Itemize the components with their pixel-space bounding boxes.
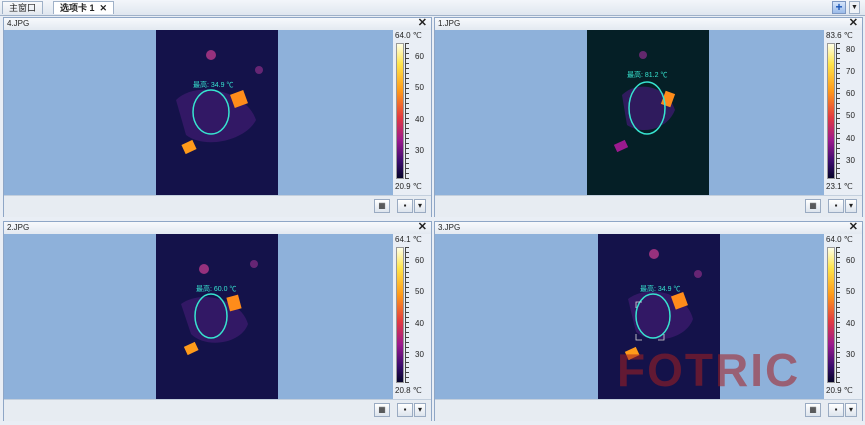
tab-option-1[interactable]: 选项卡 1 ✕ xyxy=(53,1,115,14)
max-temp-label: 最高: 34.9 ℃ xyxy=(193,80,233,89)
color-bar xyxy=(827,247,835,383)
scale-ticks xyxy=(405,247,411,383)
close-icon[interactable]: ✕ xyxy=(848,17,858,29)
tick-label: 60 xyxy=(415,256,424,265)
panel-viewport: 最高: 34.9 ℃ 64.0 ℃ 60 50 40 30 20.9 ℃ xyxy=(435,234,862,399)
tab-label: 主窗口 xyxy=(9,3,37,13)
scale-ticks xyxy=(405,43,411,179)
panel-viewport: 最高: 81.2 ℃ 83.6 ℃ 80 70 60 50 40 30 23.1… xyxy=(435,30,862,195)
image-panel-3: 3.JPG ✕ 最高: 34.9 ℃ 64.0 ℃ 60 50 40 30 20… xyxy=(434,221,863,421)
panel-toolbar: ▦ ▪ ▾ xyxy=(435,195,862,217)
tick-label: 30 xyxy=(846,156,855,165)
panel-title: 1.JPG xyxy=(438,19,461,28)
close-icon[interactable]: ✕ xyxy=(417,17,427,29)
thermal-image[interactable]: 最高: 34.9 ℃ xyxy=(156,30,278,195)
chevron-down-icon[interactable]: ▾ xyxy=(845,199,857,213)
panel-viewport: 最高: 60.0 ℃ 64.1 ℃ 60 50 40 30 20.8 ℃ xyxy=(4,234,431,399)
panel-toolbar: ▦ ▪ ▾ xyxy=(4,195,431,217)
close-icon[interactable]: ✕ xyxy=(848,221,858,233)
thermal-image[interactable]: 最高: 81.2 ℃ xyxy=(587,30,709,195)
scale-min: 23.1 ℃ xyxy=(826,182,853,191)
scale-max: 64.1 ℃ xyxy=(395,235,422,244)
scale-min: 20.8 ℃ xyxy=(395,386,422,395)
tab-label: 选项卡 1 xyxy=(60,3,95,13)
close-icon[interactable]: ✕ xyxy=(417,221,427,233)
tick-label: 40 xyxy=(846,319,855,328)
panel-title: 3.JPG xyxy=(438,223,461,232)
save-icon[interactable]: ▪ xyxy=(397,403,413,417)
tick-label: 80 xyxy=(846,45,855,54)
tick-label: 60 xyxy=(846,256,855,265)
max-temp-label: 最高: 60.0 ℃ xyxy=(196,284,236,293)
image-icon[interactable]: ▦ xyxy=(805,199,821,213)
chevron-down-icon[interactable]: ▾ xyxy=(845,403,857,417)
chevron-down-icon[interactable]: ▾ xyxy=(414,403,426,417)
temperature-scale: 83.6 ℃ 80 70 60 50 40 30 23.1 ℃ xyxy=(824,30,862,195)
panel-title: 4.JPG xyxy=(7,19,30,28)
tick-label: 40 xyxy=(415,319,424,328)
image-icon[interactable]: ▦ xyxy=(374,403,390,417)
tick-label: 50 xyxy=(415,83,424,92)
chevron-down-icon[interactable]: ▾ xyxy=(414,199,426,213)
tick-label: 70 xyxy=(846,67,855,76)
thermal-image[interactable]: 最高: 60.0 ℃ xyxy=(156,234,278,399)
tab-main-window[interactable]: 主窗口 xyxy=(2,1,44,14)
panel-toolbar: ▦ ▪ ▾ xyxy=(4,399,431,421)
image-icon[interactable]: ▦ xyxy=(374,199,390,213)
max-temp-label: 最高: 81.2 ℃ xyxy=(627,70,667,79)
temperature-scale: 64.1 ℃ 60 50 40 30 20.8 ℃ xyxy=(393,234,431,399)
temperature-scale: 64.0 ℃ 60 50 40 30 20.9 ℃ xyxy=(393,30,431,195)
save-icon[interactable]: ▪ xyxy=(828,403,844,417)
scale-ticks xyxy=(836,43,842,179)
save-icon[interactable]: ▪ xyxy=(828,199,844,213)
tick-label: 50 xyxy=(415,287,424,296)
tick-label: 30 xyxy=(415,146,424,155)
tick-label: 30 xyxy=(846,350,855,359)
color-bar xyxy=(396,43,404,179)
scale-min: 20.9 ℃ xyxy=(395,182,422,191)
tick-label: 50 xyxy=(846,111,855,120)
tick-label: 30 xyxy=(415,350,424,359)
tick-label: 60 xyxy=(415,52,424,61)
plus-icon[interactable]: + xyxy=(832,1,846,14)
panel-toolbar: ▦ ▪ ▾ xyxy=(435,399,862,421)
panel-viewport: 最高: 34.9 ℃ 64.0 ℃ 60 50 40 30 20.9 ℃ xyxy=(4,30,431,195)
close-icon[interactable]: ✕ xyxy=(99,3,108,13)
temperature-scale: 64.0 ℃ 60 50 40 30 20.9 ℃ xyxy=(824,234,862,399)
scale-ticks xyxy=(836,247,842,383)
tick-label: 50 xyxy=(846,287,855,296)
image-icon[interactable]: ▦ xyxy=(805,403,821,417)
tick-label: 60 xyxy=(846,89,855,98)
max-temp-label: 最高: 34.9 ℃ xyxy=(640,284,680,293)
color-bar xyxy=(396,247,404,383)
image-panel-2: 2.JPG ✕ 最高: 60.0 ℃ 64.1 ℃ 60 50 40 30 20… xyxy=(3,221,432,421)
tick-label: 40 xyxy=(846,134,855,143)
thermal-image[interactable]: 最高: 34.9 ℃ xyxy=(598,234,720,399)
image-panel-1: 1.JPG ✕ 最高: 81.2 ℃ 83.6 ℃ 80 70 60 50 40… xyxy=(434,17,863,217)
scale-max: 64.0 ℃ xyxy=(826,235,853,244)
color-bar xyxy=(827,43,835,179)
image-panel-4: 4.JPG ✕ 最高: 34.9 ℃ 64.0 ℃ 60 50 40 30 20… xyxy=(3,17,432,217)
scale-max: 64.0 ℃ xyxy=(395,31,422,40)
panel-title: 2.JPG xyxy=(7,223,30,232)
tab-bar: 主窗口 选项卡 1 ✕ + ▼ xyxy=(0,0,865,16)
save-icon[interactable]: ▪ xyxy=(397,199,413,213)
tick-label: 40 xyxy=(415,115,424,124)
fotric-watermark: FOTRIC xyxy=(617,344,801,396)
chevron-down-icon[interactable]: ▼ xyxy=(849,1,860,14)
scale-max: 83.6 ℃ xyxy=(826,31,853,40)
scale-min: 20.9 ℃ xyxy=(826,386,853,395)
